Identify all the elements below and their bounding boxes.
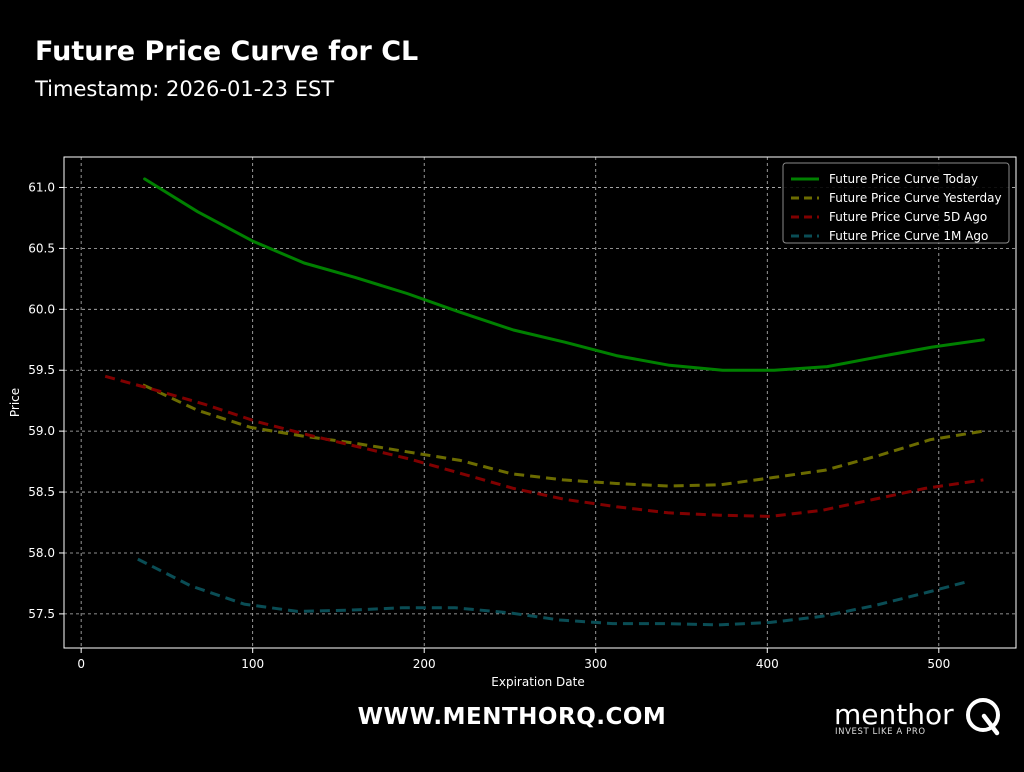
menthorq-logo: menthor INVEST LIKE A PRO: [834, 696, 1004, 742]
y-axis-label: Price: [8, 388, 22, 417]
x-tick-label: 300: [584, 657, 607, 671]
logo-wordmark: menthor: [834, 698, 954, 731]
x-tick-label: 200: [413, 657, 436, 671]
y-tick-label: 59.0: [28, 424, 55, 438]
logo-q-icon: [966, 698, 1000, 736]
y-tick-label: 57.5: [28, 607, 55, 621]
y-tick-label: 58.0: [28, 546, 55, 560]
footer-url: WWW.MENTHORQ.COM: [357, 704, 667, 730]
x-tick-label: 500: [927, 657, 950, 671]
y-tick-label: 60.0: [28, 302, 55, 316]
x-axis-label: Expiration Date: [491, 675, 584, 689]
chart-subtitle: Timestamp: 2026-01-23 EST: [35, 77, 335, 101]
series-line-0: [143, 177, 985, 372]
series-line-1: [142, 383, 984, 488]
y-tick-label: 59.5: [28, 363, 55, 377]
plot-frame: [63, 156, 1017, 649]
x-tick-label: 0: [77, 657, 85, 671]
y-tick-label: 60.5: [28, 241, 55, 255]
y-tick-label: 58.5: [28, 485, 55, 499]
legend-label-1: Future Price Curve Yesterday: [829, 191, 1002, 205]
legend-label-0: Future Price Curve Today: [829, 172, 978, 186]
x-tick-label: 400: [756, 657, 779, 671]
logo-tagline: INVEST LIKE A PRO: [835, 727, 926, 737]
chart-title: Future Price Curve for CL: [35, 36, 419, 67]
price-curve-chart: 0 100 200 300 400 500 57.5 58.0 58.5 59.0 59.5 60.0…: [8, 156, 1017, 689]
x-tick-label: 100: [241, 657, 264, 671]
series-line-3: [137, 557, 971, 627]
series-line-2: [104, 374, 984, 518]
legend-box: [782, 162, 1010, 244]
y-tick-label: 61.0: [28, 180, 55, 194]
legend-label-3: Future Price Curve 1M Ago: [829, 229, 988, 243]
legend-label-2: Future Price Curve 5D Ago: [829, 210, 987, 224]
